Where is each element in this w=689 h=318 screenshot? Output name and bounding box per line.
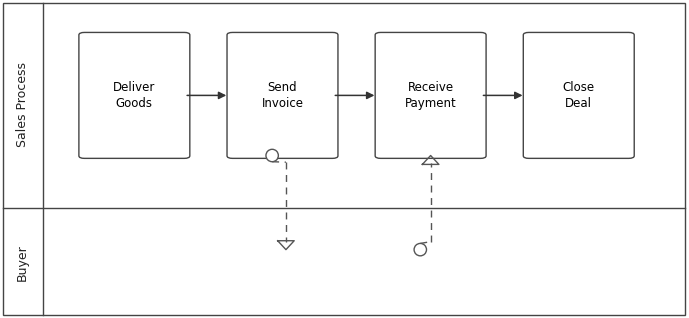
Text: Sales Process: Sales Process	[16, 62, 28, 148]
Text: Close
Deal: Close Deal	[563, 81, 595, 110]
Ellipse shape	[266, 149, 278, 162]
Text: Buyer: Buyer	[16, 244, 28, 281]
FancyBboxPatch shape	[375, 32, 486, 158]
Text: Deliver
Goods: Deliver Goods	[113, 81, 156, 110]
Ellipse shape	[414, 244, 426, 256]
Text: Send
Invoice: Send Invoice	[262, 81, 303, 110]
Text: Receive
Payment: Receive Payment	[404, 81, 457, 110]
FancyBboxPatch shape	[227, 32, 338, 158]
FancyBboxPatch shape	[79, 32, 189, 158]
FancyBboxPatch shape	[524, 32, 634, 158]
